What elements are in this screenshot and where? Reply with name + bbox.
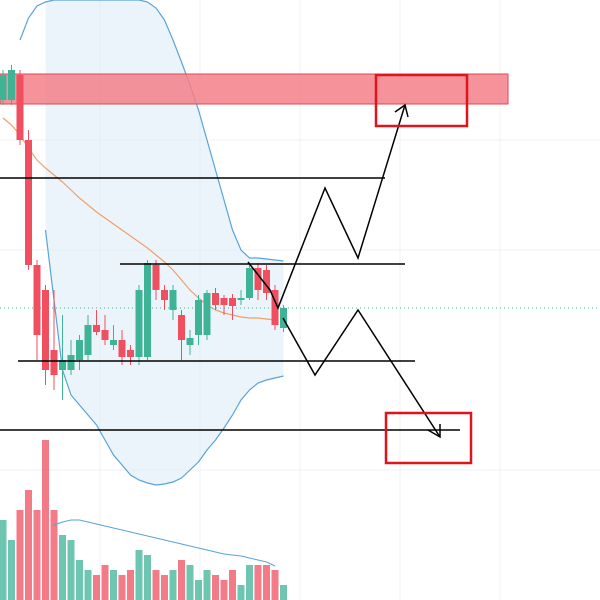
- candle-body: [220, 298, 228, 305]
- volume-bar: [280, 585, 287, 600]
- volume-bar: [203, 570, 211, 600]
- volume-bar: [178, 560, 185, 600]
- candle-body: [0, 75, 7, 100]
- band-line: [19, 0, 284, 262]
- candle-body: [101, 330, 109, 340]
- candle-body: [42, 290, 49, 370]
- volume-bar: [263, 565, 270, 600]
- candle-body: [144, 263, 151, 357]
- candle-body: [229, 298, 236, 306]
- candle-body: [161, 290, 168, 300]
- volume-bar: [152, 570, 160, 600]
- volume-bar: [0, 520, 7, 600]
- candle-body: [127, 350, 134, 357]
- candle-body: [246, 268, 253, 298]
- candle-body: [203, 293, 211, 335]
- volume-bar: [67, 540, 75, 600]
- volume-bar: [271, 570, 279, 600]
- candle-body: [16, 75, 24, 140]
- candle-body: [33, 265, 41, 335]
- candle-body: [118, 340, 126, 357]
- volume: [0, 440, 287, 600]
- volume-bar: [50, 510, 58, 600]
- candle-body: [169, 290, 177, 310]
- candle-body: [8, 70, 15, 100]
- candle-body: [263, 270, 270, 293]
- candles: [0, 65, 287, 400]
- candle-body: [135, 290, 143, 357]
- volume-bar: [220, 580, 228, 600]
- volume-bar: [25, 490, 32, 600]
- candle-body: [212, 293, 219, 305]
- candle-body: [25, 140, 32, 265]
- arrow-head: [394, 103, 409, 118]
- target-box: [384, 411, 473, 465]
- volume-ma-line: [53, 519, 276, 567]
- candle-body: [93, 325, 100, 332]
- candle-body: [110, 340, 117, 345]
- candle-body: [195, 300, 202, 335]
- volume-bar: [212, 575, 219, 600]
- candle-body: [178, 315, 185, 340]
- volume-bar: [118, 575, 126, 600]
- target-box: [374, 73, 469, 128]
- volume-bar: [59, 535, 66, 600]
- volume-bar: [42, 440, 49, 600]
- down-path: [282, 308, 441, 438]
- volume-bar: [101, 565, 109, 600]
- candle-body: [59, 360, 66, 370]
- volume-bar: [195, 580, 202, 600]
- candle-body: [152, 265, 160, 290]
- candle-body: [186, 338, 194, 345]
- volume-bar: [76, 560, 83, 600]
- resistance-zone: [0, 73, 509, 105]
- volume-bar: [135, 550, 143, 600]
- candle-body: [67, 355, 75, 370]
- volume-bar: [169, 570, 177, 600]
- arrow-head: [427, 424, 441, 439]
- volume-bar: [33, 510, 41, 600]
- volume-bar: [110, 570, 117, 600]
- volume-bar: [161, 575, 168, 600]
- band-line: [2, 117, 276, 321]
- candle-body: [84, 325, 92, 355]
- band-fill: [45, 0, 284, 485]
- bands: [2, 0, 284, 486]
- volume-bar: [127, 570, 134, 600]
- volume-bar: [93, 575, 100, 600]
- candle-body: [50, 350, 58, 375]
- volume-bar: [186, 565, 194, 600]
- volume-bar: [254, 565, 262, 600]
- volume-bar: [246, 565, 253, 600]
- drawings: [0, 103, 460, 439]
- candle-body: [254, 268, 262, 290]
- volume-bar: [144, 555, 151, 600]
- band-line: [44, 229, 284, 486]
- volume-bar: [16, 510, 24, 600]
- candle-body: [76, 340, 83, 360]
- volume-bar: [84, 570, 92, 600]
- volume-bar: [237, 585, 245, 600]
- volume-bar: [8, 540, 15, 600]
- volume-bar: [229, 570, 236, 600]
- up-path: [247, 104, 406, 310]
- candle-body: [237, 298, 245, 300]
- candle-body: [271, 290, 279, 325]
